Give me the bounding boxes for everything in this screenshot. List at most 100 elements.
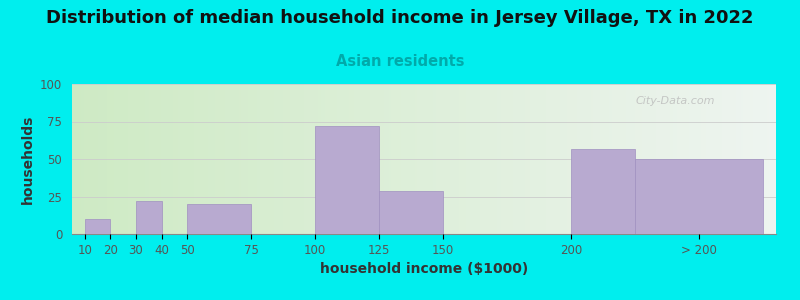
Bar [687,84,689,234]
Bar [593,84,595,234]
Bar [534,84,537,234]
Bar [403,84,406,234]
Bar [710,84,713,234]
Bar [722,84,724,234]
Bar [163,84,166,234]
Bar [128,84,130,234]
Bar [265,84,266,234]
Bar [274,84,276,234]
Bar [379,190,443,234]
Bar [194,84,196,234]
Bar [771,84,774,234]
Bar [246,84,248,234]
Bar [708,84,710,234]
Bar [666,84,668,234]
Bar [311,84,314,234]
Bar [520,84,522,234]
Bar [774,84,776,234]
Bar [135,84,138,234]
Bar [436,84,438,234]
Bar [658,84,661,234]
Bar [628,84,630,234]
Bar [255,84,258,234]
Bar [241,84,243,234]
Bar [734,84,736,234]
Bar [196,84,198,234]
Bar [230,84,231,234]
Bar [114,84,117,234]
Bar [673,84,675,234]
Bar [90,84,93,234]
Bar [617,84,618,234]
Bar [417,84,419,234]
Bar [675,84,678,234]
Bar [595,84,598,234]
Bar [457,84,459,234]
Bar [258,84,260,234]
Bar [243,84,246,234]
Y-axis label: households: households [21,114,34,204]
Bar [190,84,192,234]
Bar [93,84,95,234]
Bar [140,84,142,234]
Bar [215,84,218,234]
Bar [724,84,726,234]
Bar [95,84,98,234]
Bar [374,84,377,234]
Bar [525,84,527,234]
Bar [344,84,346,234]
Bar [638,84,640,234]
Bar [762,84,764,234]
Bar [527,84,530,234]
Bar [154,84,157,234]
Bar [562,84,565,234]
Bar [346,84,349,234]
Bar [618,84,621,234]
Bar [187,204,251,234]
Bar [678,84,680,234]
Bar [124,84,126,234]
Bar [537,84,539,234]
Bar [406,84,407,234]
Bar [361,84,363,234]
Bar [150,84,152,234]
X-axis label: household income ($1000): household income ($1000) [320,262,528,276]
Bar [640,84,642,234]
Bar [530,84,532,234]
Bar [630,84,633,234]
Bar [441,84,442,234]
Bar [633,84,635,234]
Bar [185,84,187,234]
Bar [713,84,715,234]
Bar [429,84,431,234]
Bar [142,84,145,234]
Bar [187,84,190,234]
Bar [363,84,366,234]
Bar [694,84,696,234]
Bar [145,84,147,234]
Bar [583,84,586,234]
Bar [85,219,110,234]
Bar [159,84,161,234]
Bar [515,84,518,234]
Bar [410,84,412,234]
Bar [522,84,525,234]
Bar [238,84,241,234]
Bar [220,84,222,234]
Bar [550,84,553,234]
Bar [326,84,328,234]
Bar [82,84,84,234]
Bar [623,84,626,234]
Bar [738,84,741,234]
Bar [136,201,162,234]
Bar [680,84,682,234]
Bar [588,84,590,234]
Bar [210,84,213,234]
Bar [614,84,617,234]
Bar [558,84,560,234]
Bar [504,84,506,234]
Bar [476,84,478,234]
Bar [309,84,311,234]
Bar [178,84,180,234]
Bar [548,84,550,234]
